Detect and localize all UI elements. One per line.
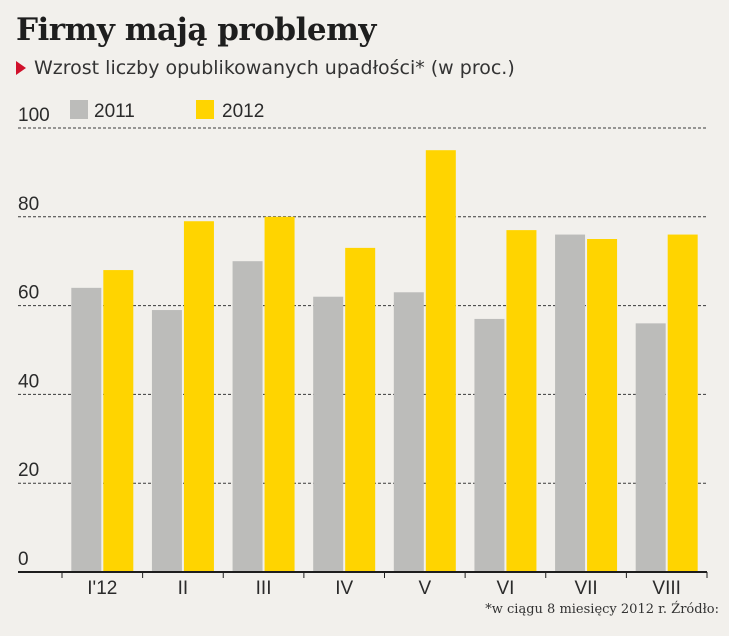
x-tick-label: IV [335, 578, 353, 599]
footnote: *w ciągu 8 miesięcy 2012 r. Źródło: [485, 602, 719, 617]
x-tick-label: V [418, 578, 431, 599]
y-tick-label: 20 [18, 460, 39, 481]
bar-2011 [393, 292, 424, 572]
legend-swatch [196, 100, 214, 119]
bar-2012 [425, 150, 456, 572]
bar-2011 [232, 261, 263, 572]
bar-2012 [587, 239, 618, 572]
y-tick-label: 80 [18, 194, 39, 215]
legend-label: 2012 [222, 101, 264, 122]
x-tick-label: II [178, 578, 189, 599]
bar-2012 [103, 270, 134, 572]
x-tick-label: VII [574, 578, 597, 599]
legend-label: 2011 [94, 101, 135, 122]
y-tick-label: 40 [18, 371, 39, 392]
bar-2012 [183, 221, 214, 573]
bar-2012 [667, 234, 698, 572]
red-triangle-icon [16, 61, 26, 75]
y-tick-label: 0 [18, 549, 29, 570]
bar-2011 [474, 318, 505, 572]
bar-2011 [313, 296, 344, 572]
y-tick-label: 60 [18, 283, 39, 304]
chart-subtitle: Wzrost liczby opublikowanych upadłości* … [16, 57, 515, 79]
chart-title: Firmy mają problemy [16, 12, 376, 48]
x-tick-label: I'12 [87, 578, 117, 599]
bar-2012 [506, 230, 537, 572]
bar-2011 [635, 323, 666, 572]
y-tick-label: 100 [18, 105, 50, 126]
subtitle-text: Wzrost liczby opublikowanych upadłości* … [34, 57, 515, 79]
x-tick-label: VIII [652, 578, 681, 599]
bar-2012 [345, 247, 376, 572]
bar-2011 [71, 287, 102, 572]
bar-2012 [264, 216, 295, 573]
legend-swatch [70, 100, 88, 119]
x-tick-label: VI [496, 578, 514, 599]
bar-2011 [151, 310, 182, 572]
x-tick-label: III [256, 578, 272, 599]
bar-2011 [555, 234, 586, 572]
